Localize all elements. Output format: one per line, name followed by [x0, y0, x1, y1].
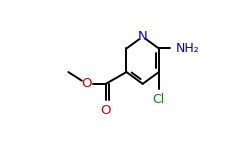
Text: N: N: [138, 30, 147, 43]
Text: Cl: Cl: [153, 93, 165, 106]
Text: O: O: [100, 104, 111, 117]
Text: NH₂: NH₂: [176, 42, 200, 55]
Text: O: O: [82, 77, 92, 90]
